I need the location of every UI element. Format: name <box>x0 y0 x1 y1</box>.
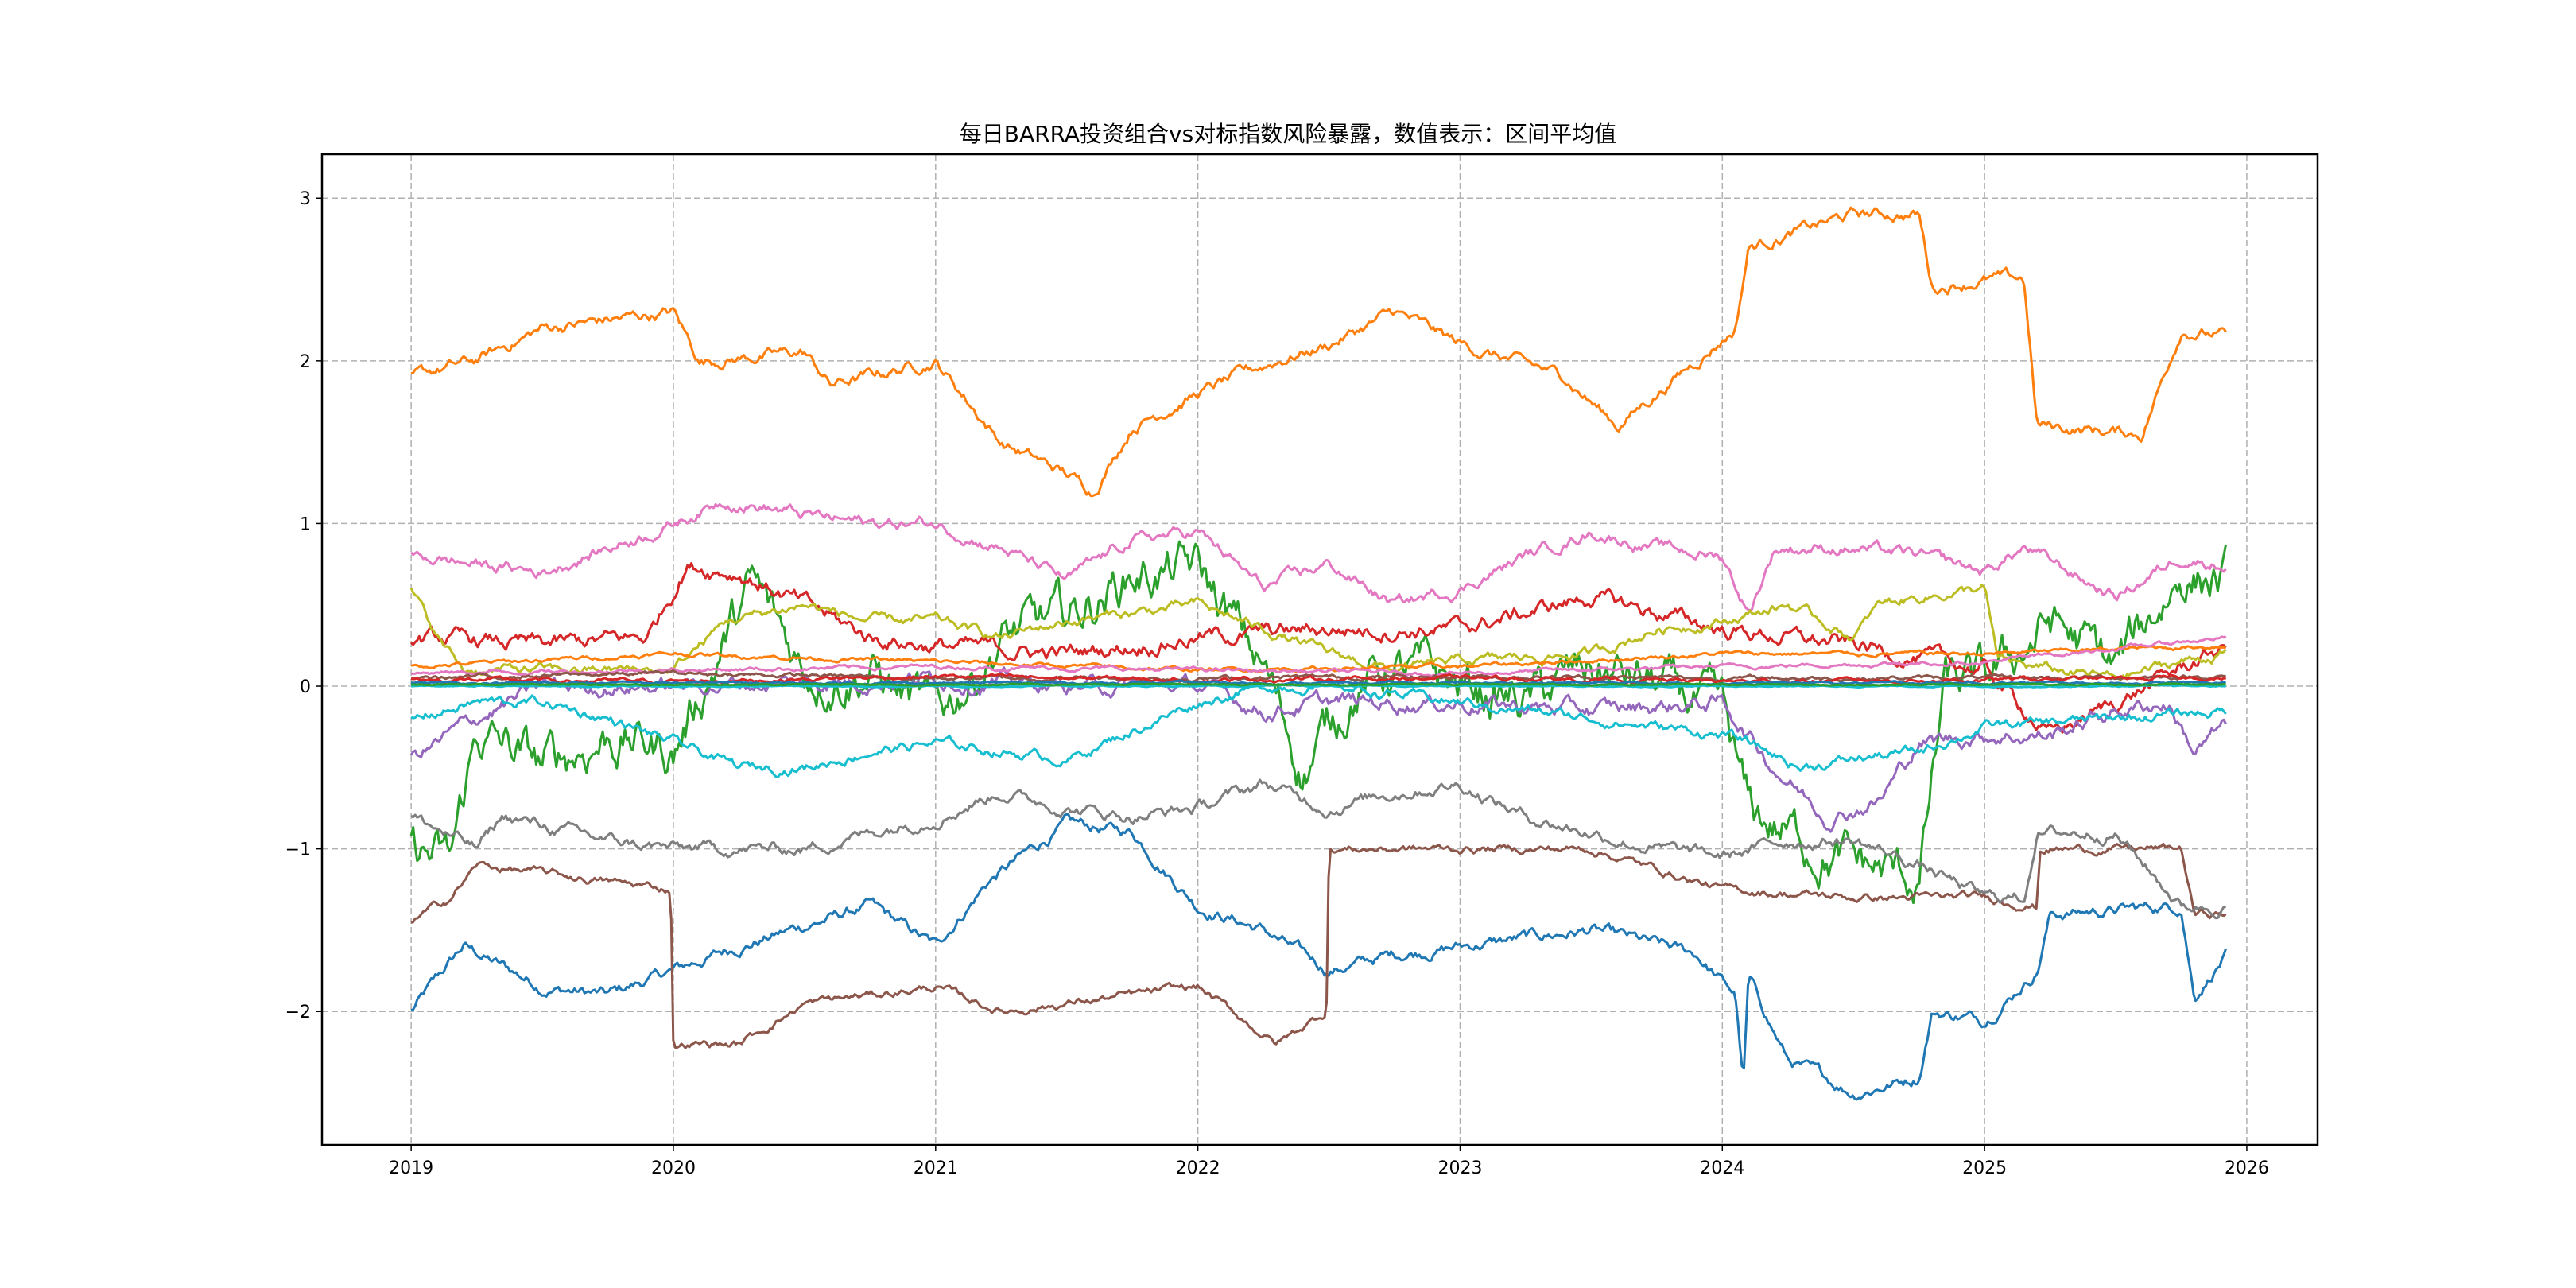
series-line-blue-2 <box>410 679 2227 687</box>
y-tick-label: −1 <box>285 840 311 860</box>
series-line-olive <box>409 584 2227 681</box>
y-tick-label: 3 <box>300 189 311 209</box>
series-line-pink <box>409 502 2227 612</box>
x-tick-label: 2025 <box>1962 1158 2007 1178</box>
x-tick-label: 2020 <box>651 1158 696 1178</box>
series-line-brown <box>410 842 2227 1049</box>
y-tick-label: 1 <box>300 514 311 534</box>
chart-title: 每日BARRA投资组合vs对标指数风险暴露，数值表示：区间平均值 <box>960 121 1616 147</box>
series-line-brown-2 <box>410 669 2226 683</box>
x-tick-label: 2026 <box>2225 1158 2269 1178</box>
x-tick-label: 2022 <box>1176 1158 1220 1178</box>
y-tick-label: −2 <box>285 1003 311 1022</box>
series-line-gray <box>410 778 2227 920</box>
x-tick-label: 2021 <box>914 1158 958 1178</box>
plot-frame <box>320 153 2319 1146</box>
series-line-teal <box>411 683 2226 689</box>
y-tick-label: 0 <box>300 677 311 697</box>
x-tick-label: 2019 <box>389 1158 433 1178</box>
series-line-green-2 <box>410 682 2226 687</box>
x-tick-label: 2024 <box>1700 1158 1744 1178</box>
series-line-purple <box>409 666 2227 833</box>
series-line-orange <box>410 206 2227 498</box>
series-line-pink-2 <box>410 634 2227 677</box>
y-tick-label: 2 <box>300 352 311 372</box>
series-line-red <box>410 561 2227 734</box>
series-line-blue <box>410 813 2228 1101</box>
x-tick-label: 2023 <box>1437 1158 1482 1178</box>
